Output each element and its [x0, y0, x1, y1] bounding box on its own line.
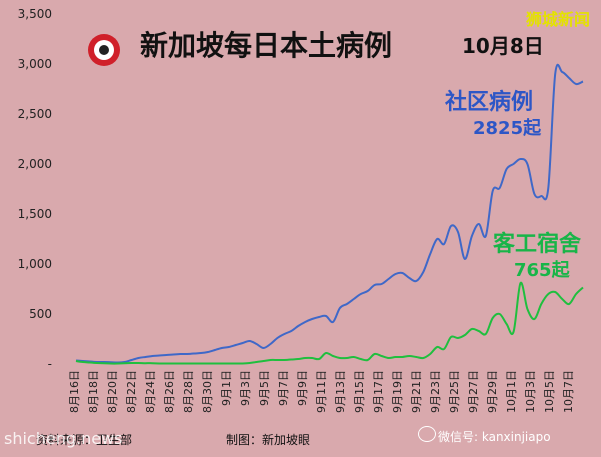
y-tick-label: - [48, 357, 52, 371]
date-label: 10月8日 [462, 34, 544, 58]
x-tick-label: 8月20日 [106, 370, 119, 413]
x-tick-label: 9月7日 [277, 370, 290, 406]
y-tick-label: 2,500 [18, 107, 52, 121]
y-tick-label: 500 [29, 307, 52, 321]
x-tick-label: 9月3日 [239, 370, 252, 406]
x-tick-label: 8月24日 [144, 370, 157, 413]
x-tick-label: 8月28日 [182, 370, 195, 413]
community-series-value: 2825起 [473, 118, 542, 139]
x-axis: 8月16日 8月18日 8月20日 8月22日 8月24日 8月26日 8月28日 8月30日… [68, 370, 575, 413]
x-tick-label: 9月29日 [486, 370, 499, 413]
x-tick-label: 9月13日 [334, 370, 347, 413]
logo-dot-icon [99, 45, 109, 55]
y-tick-label: 2,000 [18, 157, 52, 171]
logo [84, 26, 128, 70]
y-tick-label: 1,000 [18, 257, 52, 271]
x-tick-label: 9月19日 [391, 370, 404, 413]
dorm-series-value: 765起 [514, 260, 570, 281]
x-tick-label: 9月15日 [353, 370, 366, 413]
x-tick-label: 9月27日 [467, 370, 480, 413]
community-series-label: 社区病例 [445, 90, 534, 115]
y-tick-label: 3,500 [18, 7, 52, 21]
wechat-icon [418, 426, 436, 442]
x-tick-label: 9月9日 [296, 370, 309, 406]
x-tick-label: 9月5日 [258, 370, 271, 406]
y-axis: - 500 1,000 1,500 2,000 2,500 3,000 3,500 [18, 7, 52, 371]
chart-title: 新加坡每日本土病例 [140, 29, 393, 62]
series-lines [75, 63, 584, 365]
x-tick-label: 9月25日 [448, 370, 461, 413]
y-tick-label: 3,000 [18, 57, 52, 71]
community-series-line [75, 63, 584, 364]
dorm-series-line [75, 281, 584, 365]
x-tick-label: 9月23日 [429, 370, 442, 413]
source-credit: 资料来源：卫生部 [36, 433, 133, 447]
dorm-series-label: 客工宿舍 [493, 232, 582, 257]
x-tick-label: 10月7日 [562, 370, 575, 413]
x-tick-label: 10月1日 [505, 370, 518, 413]
x-tick-label: 9月21日 [410, 370, 423, 413]
x-tick-label: 9月1日 [220, 370, 233, 406]
x-tick-label: 8月16日 [68, 370, 81, 413]
x-tick-label: 8月26日 [163, 370, 176, 413]
y-tick-label: 1,500 [18, 207, 52, 221]
x-tick-label: 8月30日 [201, 370, 214, 413]
x-tick-label: 10月3日 [524, 370, 537, 413]
watermark-wechat: 微信号: kanxinjiapo [438, 430, 551, 444]
x-tick-label: 8月18日 [87, 370, 100, 413]
brand-label: 狮城新闻 [526, 10, 591, 29]
x-tick-label: 9月11日 [315, 370, 328, 413]
x-tick-label: 8月22日 [125, 370, 138, 413]
chart-credit: 制图：新加坡眼 [226, 433, 311, 447]
x-tick-label: 9月17日 [372, 370, 385, 413]
watermark-site: shicheng.news [4, 429, 123, 448]
x-tick-label: 10月5日 [543, 370, 556, 413]
